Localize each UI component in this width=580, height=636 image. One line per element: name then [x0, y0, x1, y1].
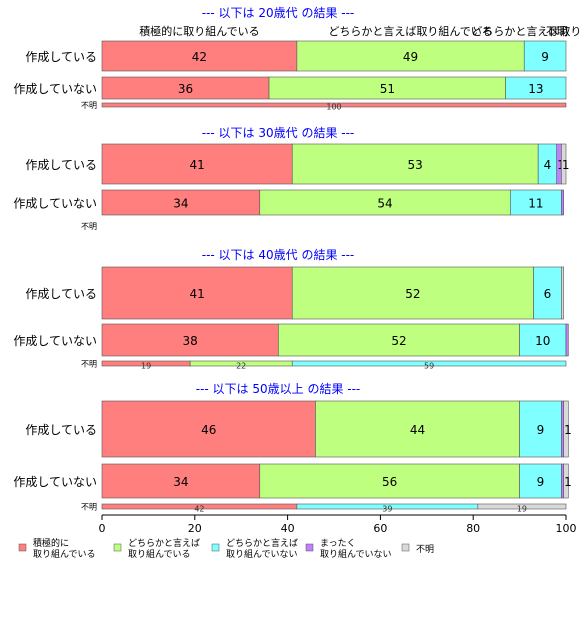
column-header-label: どちらかと言えば取り組んでいない — [471, 25, 580, 38]
bar-value-label: 6 — [544, 287, 552, 301]
bar-value-label: 4 — [544, 158, 552, 172]
row-label: 作成している — [25, 158, 97, 172]
legend-label: まったく取り組んでいない — [320, 538, 392, 560]
row-label: 作成していない — [13, 475, 97, 489]
row-label: 不明 — [81, 222, 97, 231]
legend-swatch — [211, 543, 220, 552]
group-title: --- 以下は 30歳代 の結果 --- — [202, 126, 355, 140]
bar-value-label: 19 — [141, 362, 151, 371]
bar-segment — [259, 463, 520, 499]
bar-value-label: 38 — [183, 334, 198, 348]
bar-value-label: 52 — [405, 287, 420, 301]
bar-value-label: 42 — [192, 50, 207, 64]
x-tick-label: 40 — [281, 522, 295, 535]
legend-swatch — [18, 543, 27, 552]
bar-segment — [519, 400, 562, 458]
bar-segment — [291, 360, 567, 367]
bar-value-label: 49 — [403, 50, 418, 64]
legend-label: 不明 — [416, 544, 434, 555]
row-label: 不明 — [81, 503, 97, 512]
bar-value-label: 34 — [173, 197, 188, 211]
x-tick-label: 20 — [188, 522, 202, 535]
bar-value-label: 39 — [382, 505, 392, 514]
bar-value-label: 19 — [517, 505, 527, 514]
row-label: 作成していない — [13, 82, 97, 96]
bar-value-label: 1 — [564, 475, 572, 489]
legend-swatch — [113, 543, 122, 552]
bar-segment — [519, 463, 562, 499]
bar-segment — [563, 463, 569, 499]
x-tick-label: 60 — [373, 522, 387, 535]
bar-value-label: 59 — [424, 362, 434, 371]
bar-value-label: 44 — [410, 423, 425, 437]
bar-segment — [291, 143, 539, 185]
legend-swatch — [401, 543, 410, 552]
bar-value-label: 10 — [535, 334, 550, 348]
bar-segment — [296, 40, 525, 72]
x-tick-label: 0 — [99, 522, 106, 535]
row-label: 作成している — [25, 423, 97, 437]
bar-segment — [510, 189, 562, 216]
column-header-label: 不明 — [546, 25, 568, 38]
bar-value-label: 36 — [178, 82, 193, 96]
bar-value-label: 46 — [201, 423, 216, 437]
column-header-label: どちらかと言えば取り組んでいる — [328, 25, 492, 38]
legend-label: どちらかと言えば取り組んでいない — [226, 537, 298, 560]
x-tick-label: 80 — [466, 522, 480, 535]
bar-segment — [315, 400, 520, 458]
bar-segment — [101, 189, 261, 216]
bar-value-label: 9 — [537, 423, 545, 437]
row-label: 作成している — [25, 50, 97, 64]
bar-segment — [259, 189, 511, 216]
bar-value-label: 54 — [377, 197, 392, 211]
bar-segment — [505, 76, 567, 100]
row-label: 不明 — [81, 101, 97, 110]
bar-value-label: 22 — [236, 362, 246, 371]
bar-value-label: 56 — [382, 475, 397, 489]
bar-segment — [101, 400, 316, 458]
bar-segment — [101, 102, 567, 108]
bar-value-label: 42 — [194, 505, 204, 514]
row-label: 作成している — [25, 287, 97, 301]
bar-value-label: 11 — [528, 197, 543, 211]
legend-swatch — [305, 543, 314, 552]
row-label: 作成していない — [13, 197, 97, 211]
bar-value-label: 34 — [173, 475, 188, 489]
row-label: 不明 — [81, 360, 97, 369]
group-title: --- 以下は 20歳代 の結果 --- — [202, 6, 355, 20]
bar-segment — [561, 189, 564, 216]
group-title: --- 以下は 50歳以上 の結果 --- — [196, 382, 361, 396]
bar-value-label: 9 — [537, 475, 545, 489]
bar-segment — [533, 266, 562, 320]
bar-value-label: 52 — [391, 334, 406, 348]
legend-label: 積極的に取り組んでいる — [33, 537, 96, 560]
bar-segment — [477, 503, 567, 510]
legend-label: どちらかと言えば取り組んでいる — [128, 537, 200, 560]
bar-segment — [519, 323, 567, 357]
bar-segment — [565, 323, 569, 357]
column-header-label: 積極的に取り組んでいる — [139, 24, 259, 38]
bar-value-label: 1 — [564, 423, 572, 437]
bar-value-label: 100 — [326, 103, 341, 112]
x-tick-label: 100 — [556, 522, 577, 535]
bar-value-label: 13 — [528, 82, 543, 96]
row-label: 作成していない — [13, 334, 97, 348]
bar-segment — [561, 266, 564, 320]
bar-segment — [291, 266, 534, 320]
bar-segment — [101, 463, 261, 499]
bar-value-label: 9 — [541, 50, 549, 64]
bar-segment — [523, 40, 567, 72]
bar-value-label: 41 — [189, 158, 204, 172]
bar-value-label: 1 — [557, 158, 565, 172]
bar-segment — [101, 266, 293, 320]
bar-value-label: 41 — [189, 287, 204, 301]
bar-value-label: 53 — [408, 158, 423, 172]
group-title: --- 以下は 40歳代 の結果 --- — [202, 248, 355, 262]
bar-segment — [563, 400, 569, 458]
bar-value-label: 1 — [562, 158, 570, 172]
bar-segment — [561, 143, 567, 185]
bar-value-label: 51 — [380, 82, 395, 96]
